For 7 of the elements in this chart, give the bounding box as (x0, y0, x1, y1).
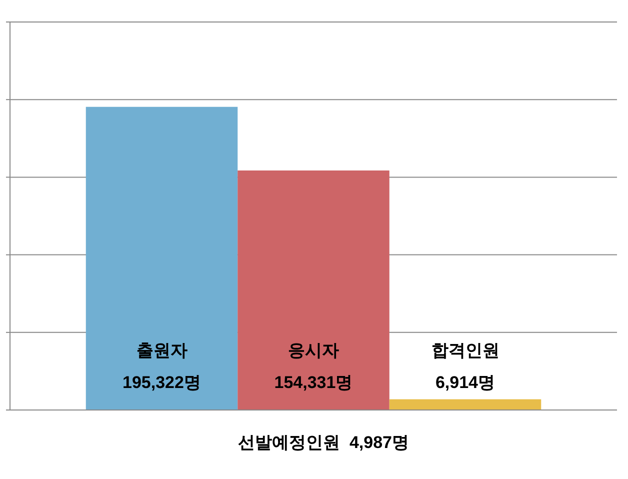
data-label: 195,322명 (122, 373, 201, 392)
data-label: 6,914명 (435, 373, 496, 392)
x-tick-label: 출원자 (136, 341, 188, 360)
x-tick-label: 응시자 (288, 341, 339, 360)
x-tick-label: 합격인원 (431, 341, 500, 360)
data-label: 154,331명 (274, 373, 353, 392)
x-axis-title: 선발예정인원 4,987명 (238, 433, 409, 452)
